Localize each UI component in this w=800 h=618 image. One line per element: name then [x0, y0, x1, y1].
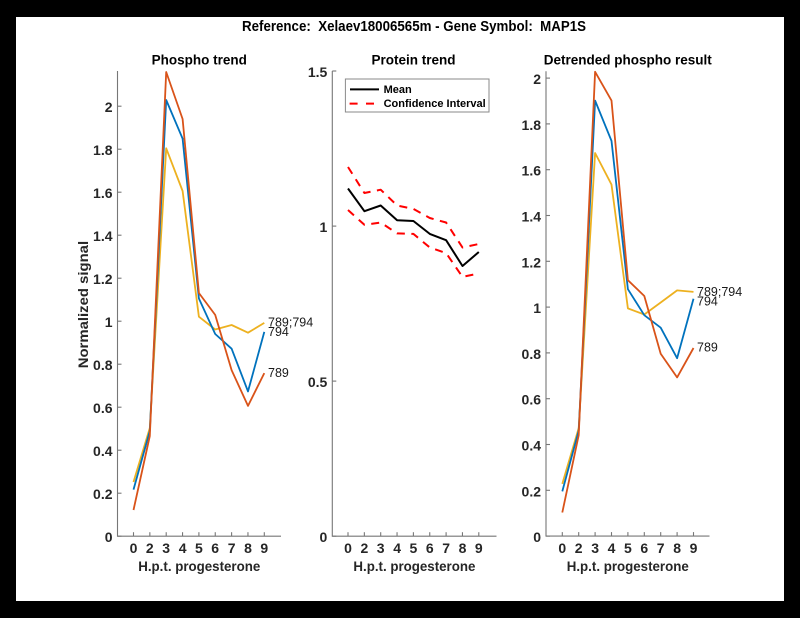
- svg-text:4: 4: [179, 540, 187, 556]
- svg-text:2: 2: [105, 99, 113, 115]
- svg-text:0: 0: [105, 529, 113, 545]
- svg-text:1.8: 1.8: [522, 117, 542, 133]
- svg-text:794: 794: [268, 325, 289, 339]
- svg-text:3: 3: [377, 540, 385, 556]
- svg-text:4: 4: [393, 540, 401, 556]
- svg-text:0: 0: [130, 540, 138, 556]
- svg-text:0: 0: [533, 529, 541, 545]
- svg-text:7: 7: [228, 540, 236, 556]
- svg-text:H.p.t. progesterone: H.p.t. progesterone: [567, 558, 689, 574]
- svg-text:0.8: 0.8: [522, 346, 542, 362]
- svg-text:Detrended phospho result: Detrended phospho result: [544, 52, 713, 67]
- svg-text:0.4: 0.4: [522, 438, 542, 454]
- svg-text:Mean: Mean: [384, 84, 412, 96]
- svg-text:2: 2: [146, 540, 154, 556]
- svg-text:H.p.t. progesterone: H.p.t. progesterone: [138, 558, 260, 574]
- svg-text:9: 9: [475, 540, 483, 556]
- svg-text:0.6: 0.6: [93, 400, 113, 416]
- svg-text:Confidence Interval: Confidence Interval: [384, 98, 486, 110]
- svg-text:794: 794: [697, 295, 718, 309]
- svg-text:1: 1: [533, 300, 541, 316]
- svg-text:3: 3: [162, 540, 170, 556]
- svg-text:7: 7: [442, 540, 450, 556]
- svg-text:789;794: 789;794: [268, 316, 313, 330]
- svg-text:1: 1: [320, 219, 328, 235]
- svg-text:0.4: 0.4: [93, 443, 113, 459]
- svg-text:1.8: 1.8: [93, 142, 113, 158]
- svg-text:2: 2: [361, 540, 369, 556]
- svg-text:1.4: 1.4: [522, 209, 542, 225]
- svg-text:9: 9: [260, 540, 268, 556]
- svg-text:1.5: 1.5: [308, 64, 328, 80]
- svg-text:Reference: Xelaev18006565m -: Reference: Xelaev18006565m - Gene Symbol…: [242, 19, 586, 35]
- svg-text:2: 2: [533, 71, 541, 87]
- svg-text:5: 5: [195, 540, 203, 556]
- svg-text:0: 0: [558, 540, 566, 556]
- svg-text:5: 5: [624, 540, 632, 556]
- svg-text:7: 7: [657, 540, 665, 556]
- svg-text:Normalized signal: Normalized signal: [75, 241, 91, 368]
- svg-text:8: 8: [244, 540, 252, 556]
- svg-text:2: 2: [575, 540, 583, 556]
- svg-text:0.6: 0.6: [522, 392, 542, 408]
- svg-text:789;794: 789;794: [697, 285, 742, 299]
- svg-text:5: 5: [410, 540, 418, 556]
- svg-text:1.6: 1.6: [93, 185, 113, 201]
- svg-text:789: 789: [697, 340, 718, 354]
- svg-text:Protein trend: Protein trend: [371, 52, 455, 67]
- svg-text:3: 3: [591, 540, 599, 556]
- svg-text:1.2: 1.2: [93, 271, 113, 287]
- svg-text:789: 789: [268, 366, 289, 380]
- svg-text:1.2: 1.2: [522, 254, 542, 270]
- svg-text:6: 6: [640, 540, 648, 556]
- svg-text:0.2: 0.2: [93, 486, 113, 502]
- svg-text:0.8: 0.8: [93, 357, 113, 373]
- svg-text:H.p.t. progesterone: H.p.t. progesterone: [353, 558, 475, 574]
- svg-text:8: 8: [673, 540, 681, 556]
- svg-text:1.6: 1.6: [522, 163, 542, 179]
- svg-text:8: 8: [459, 540, 467, 556]
- svg-text:0: 0: [320, 529, 328, 545]
- svg-text:0.5: 0.5: [308, 374, 328, 390]
- svg-text:6: 6: [211, 540, 219, 556]
- svg-text:9: 9: [690, 540, 698, 556]
- svg-text:4: 4: [608, 540, 616, 556]
- svg-text:0.2: 0.2: [522, 483, 542, 499]
- svg-text:1: 1: [105, 314, 113, 330]
- svg-text:0: 0: [344, 540, 352, 556]
- svg-text:6: 6: [426, 540, 434, 556]
- svg-text:Phospho trend: Phospho trend: [152, 52, 247, 67]
- svg-text:1.4: 1.4: [93, 228, 113, 244]
